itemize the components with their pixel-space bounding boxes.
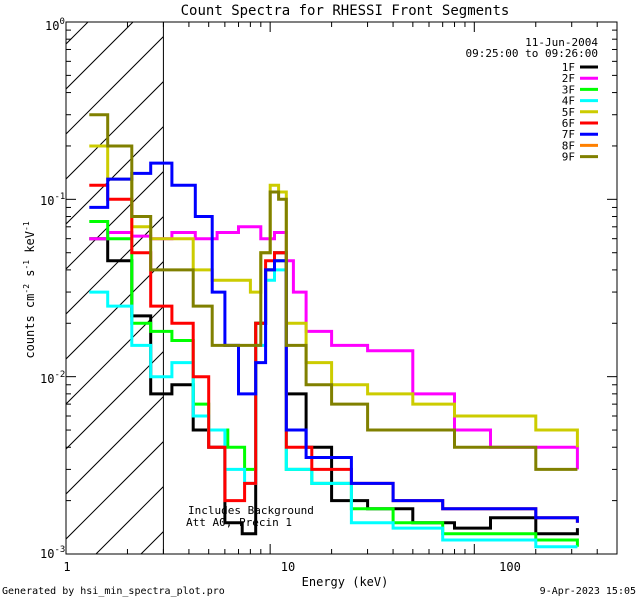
hatch-line <box>66 440 164 540</box>
hatch-line <box>66 215 164 315</box>
annotation-attenuator: Att A0, Precin 1 <box>186 516 292 529</box>
hatch-line <box>321 0 640 554</box>
date-label: 11-Jun-2004 <box>525 36 598 49</box>
legend-label-7F: 7F <box>562 128 575 141</box>
series-group <box>89 113 579 549</box>
hatch-line <box>66 80 164 180</box>
plot-frame <box>65 21 618 555</box>
time-range-label: 09:25:00 to 09:26:00 <box>466 47 598 60</box>
annotation-background: Includes Background <box>188 504 314 517</box>
x-axis-label: Energy (keV) <box>302 575 389 589</box>
y-tick-1e-3: 10-3 <box>40 545 65 561</box>
chart-title: Count Spectra for RHESSI Front Segments <box>181 3 510 19</box>
legend-label-6F: 6F <box>562 117 575 130</box>
hatch-line <box>66 22 134 90</box>
x-tick-10: 10 <box>281 560 295 574</box>
x-tick-1: 1 <box>63 560 70 574</box>
y-tick-1e0: 100 <box>45 17 65 33</box>
series-7F <box>89 161 579 523</box>
legend-label-5F: 5F <box>562 106 575 119</box>
y-tick-1e-2: 10-2 <box>40 370 65 386</box>
legend-label-3F: 3F <box>562 83 575 96</box>
footer-generated-by: Generated by hsi_min_spectra_plot.pro <box>2 586 225 597</box>
legend-label-8F: 8F <box>562 139 575 152</box>
hatch-line <box>66 35 164 135</box>
series-5F <box>89 144 579 448</box>
series-9F <box>89 113 578 471</box>
legend-label-2F: 2F <box>562 72 575 85</box>
legend-label-9F: 9F <box>562 151 575 164</box>
hatch-line <box>66 22 89 45</box>
x-tick-100: 100 <box>499 560 521 574</box>
hatch-line <box>66 260 164 360</box>
hatch-line <box>66 395 164 495</box>
legend-label-4F: 4F <box>562 95 575 108</box>
series-6F <box>89 183 579 523</box>
axis-ticks <box>65 21 618 555</box>
y-tick-1e-1: 10-1 <box>40 192 65 208</box>
hatch-line <box>636 0 640 554</box>
hatch-line <box>411 0 640 554</box>
legend-label-1F: 1F <box>562 61 575 74</box>
y-axis-label: counts cm-2 s-1 keV-1 <box>22 221 37 358</box>
hatch-line <box>591 0 640 554</box>
series-4F <box>89 268 578 549</box>
footer-timestamp: 9-Apr-2023 15:05 <box>540 586 636 597</box>
hatch-line <box>366 0 640 554</box>
